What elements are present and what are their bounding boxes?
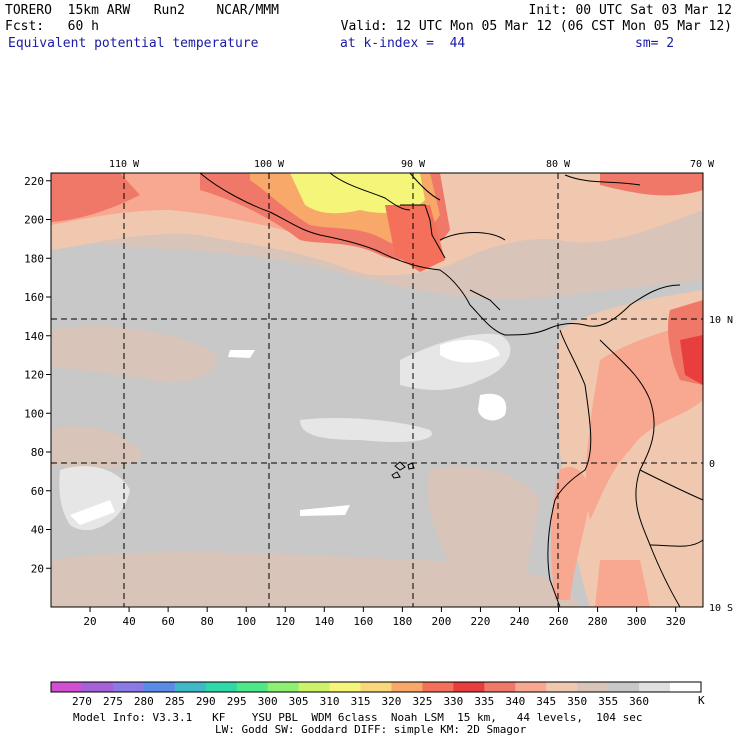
colorbar-unit: K bbox=[698, 694, 705, 707]
colorbar-swatch bbox=[546, 682, 578, 692]
colorbar-label: 275 bbox=[102, 695, 123, 708]
colorbar-label: 280 bbox=[133, 695, 154, 708]
colorbar-swatch bbox=[422, 682, 454, 692]
field-name: Equivalent potential temperature bbox=[8, 36, 259, 51]
colorbar-swatch bbox=[360, 682, 392, 692]
x-tick-label: 20 bbox=[83, 615, 96, 628]
lat-lon-grid bbox=[51, 173, 703, 607]
colorbar-swatch bbox=[81, 682, 114, 692]
coastlines bbox=[199, 172, 704, 608]
colorbar-swatch bbox=[453, 682, 485, 692]
x-tick-label: 220 bbox=[471, 615, 491, 628]
lat-label-10s: 10 S bbox=[709, 603, 733, 614]
colorbar-swatch bbox=[205, 682, 238, 692]
x-tick-label: 320 bbox=[666, 615, 686, 628]
colorbar-label: 345 bbox=[536, 695, 557, 708]
x-tick-label: 180 bbox=[392, 615, 412, 628]
colorbar-swatch bbox=[267, 682, 300, 692]
x-tick-label: 40 bbox=[122, 615, 135, 628]
colorbar-label: 325 bbox=[412, 695, 433, 708]
theta-e-field bbox=[51, 173, 703, 607]
smoothing-label: sm= 2 bbox=[635, 36, 675, 51]
y-tick-label: 180 bbox=[24, 252, 44, 265]
colorbar-swatch bbox=[484, 682, 516, 692]
forecast-hour: Fcst: 60 h bbox=[5, 19, 99, 34]
y-tick-label: 200 bbox=[24, 214, 44, 227]
physics-info: LW: Godd SW: Goddard DIFF: simple KM: 2D… bbox=[215, 723, 527, 736]
colorbar-swatch bbox=[391, 682, 423, 692]
run-title: TORERO 15km ARW Run2 NCAR/MMM bbox=[5, 3, 279, 18]
colorbar-swatch bbox=[639, 682, 671, 692]
x-tick-label: 140 bbox=[314, 615, 334, 628]
colorbar-swatch bbox=[298, 682, 331, 692]
y-tick-label: 140 bbox=[24, 330, 44, 343]
colorbar-swatch bbox=[174, 682, 207, 692]
map-frame bbox=[50, 172, 704, 608]
y-tick-label: 80 bbox=[31, 446, 44, 459]
level-label: at k-index = 44 bbox=[340, 36, 466, 51]
colorbar-label: 295 bbox=[226, 695, 247, 708]
colorbar-label: 285 bbox=[164, 695, 185, 708]
init-time: Init: 00 UTC Sat 03 Mar 12 bbox=[528, 3, 733, 18]
lon-label-110w: 110 W bbox=[109, 159, 140, 170]
colorbar-label: 330 bbox=[443, 695, 464, 708]
colorbar-swatch bbox=[577, 682, 609, 692]
x-tick-label: 160 bbox=[353, 615, 373, 628]
colorbar-label: 355 bbox=[598, 695, 619, 708]
lon-label-100w: 100 W bbox=[254, 159, 285, 170]
colorbar-label: 290 bbox=[195, 695, 216, 708]
x-tick-label: 240 bbox=[510, 615, 530, 628]
y-tick-label: 220 bbox=[24, 175, 44, 188]
valid-time: Valid: 12 UTC Mon 05 Mar 12 (06 CST Mon … bbox=[340, 19, 732, 34]
lon-label-90w: 90 W bbox=[401, 159, 426, 170]
y-tick-label: 60 bbox=[31, 485, 44, 498]
x-tick-label: 200 bbox=[431, 615, 451, 628]
colorbar-swatch bbox=[670, 682, 702, 692]
colorbar-label: 315 bbox=[350, 695, 371, 708]
model-info: Model Info: V3.3.1 KF YSU PBL WDM 6class… bbox=[73, 711, 643, 724]
colorbar-swatch bbox=[112, 682, 145, 692]
colorbar-label: 305 bbox=[288, 695, 309, 708]
colorbar-label: 320 bbox=[381, 695, 402, 708]
x-tick-label: 280 bbox=[588, 615, 608, 628]
x-tick-label: 80 bbox=[201, 615, 214, 628]
y-tick-label: 100 bbox=[24, 407, 44, 420]
colorbar-swatch bbox=[329, 682, 362, 692]
colorbar-swatch bbox=[143, 682, 176, 692]
colorbar-label: 300 bbox=[257, 695, 278, 708]
colorbar-label: 350 bbox=[567, 695, 588, 708]
lon-label-80w: 80 W bbox=[546, 159, 571, 170]
colorbar-swatch bbox=[515, 682, 547, 692]
y-tick-label: 40 bbox=[31, 524, 44, 537]
colorbar-label: 270 bbox=[72, 695, 92, 708]
x-tick-label: 100 bbox=[236, 615, 256, 628]
colorbar-label: 335 bbox=[474, 695, 495, 708]
x-tick-label: 120 bbox=[275, 615, 295, 628]
lat-label-10n: 10 N bbox=[709, 315, 733, 326]
y-tick-label: 20 bbox=[31, 562, 44, 575]
colorbar-swatch bbox=[51, 682, 83, 692]
x-tick-label: 60 bbox=[162, 615, 175, 628]
lat-label-0: 0 bbox=[709, 459, 715, 470]
x-tick-label: 300 bbox=[627, 615, 647, 628]
colorbar-swatch bbox=[608, 682, 640, 692]
colorbar bbox=[50, 681, 702, 693]
y-tick-label: 120 bbox=[24, 369, 44, 382]
colorbar-label: 340 bbox=[505, 695, 526, 708]
colorbar-label: 360 bbox=[629, 695, 650, 708]
x-tick-label: 260 bbox=[549, 615, 569, 628]
lon-label-70w: 70 W bbox=[690, 159, 715, 170]
colorbar-frame bbox=[50, 681, 702, 693]
y-tick-label: 160 bbox=[24, 291, 44, 304]
colorbar-label: 310 bbox=[319, 695, 340, 708]
colorbar-swatch bbox=[236, 682, 269, 692]
